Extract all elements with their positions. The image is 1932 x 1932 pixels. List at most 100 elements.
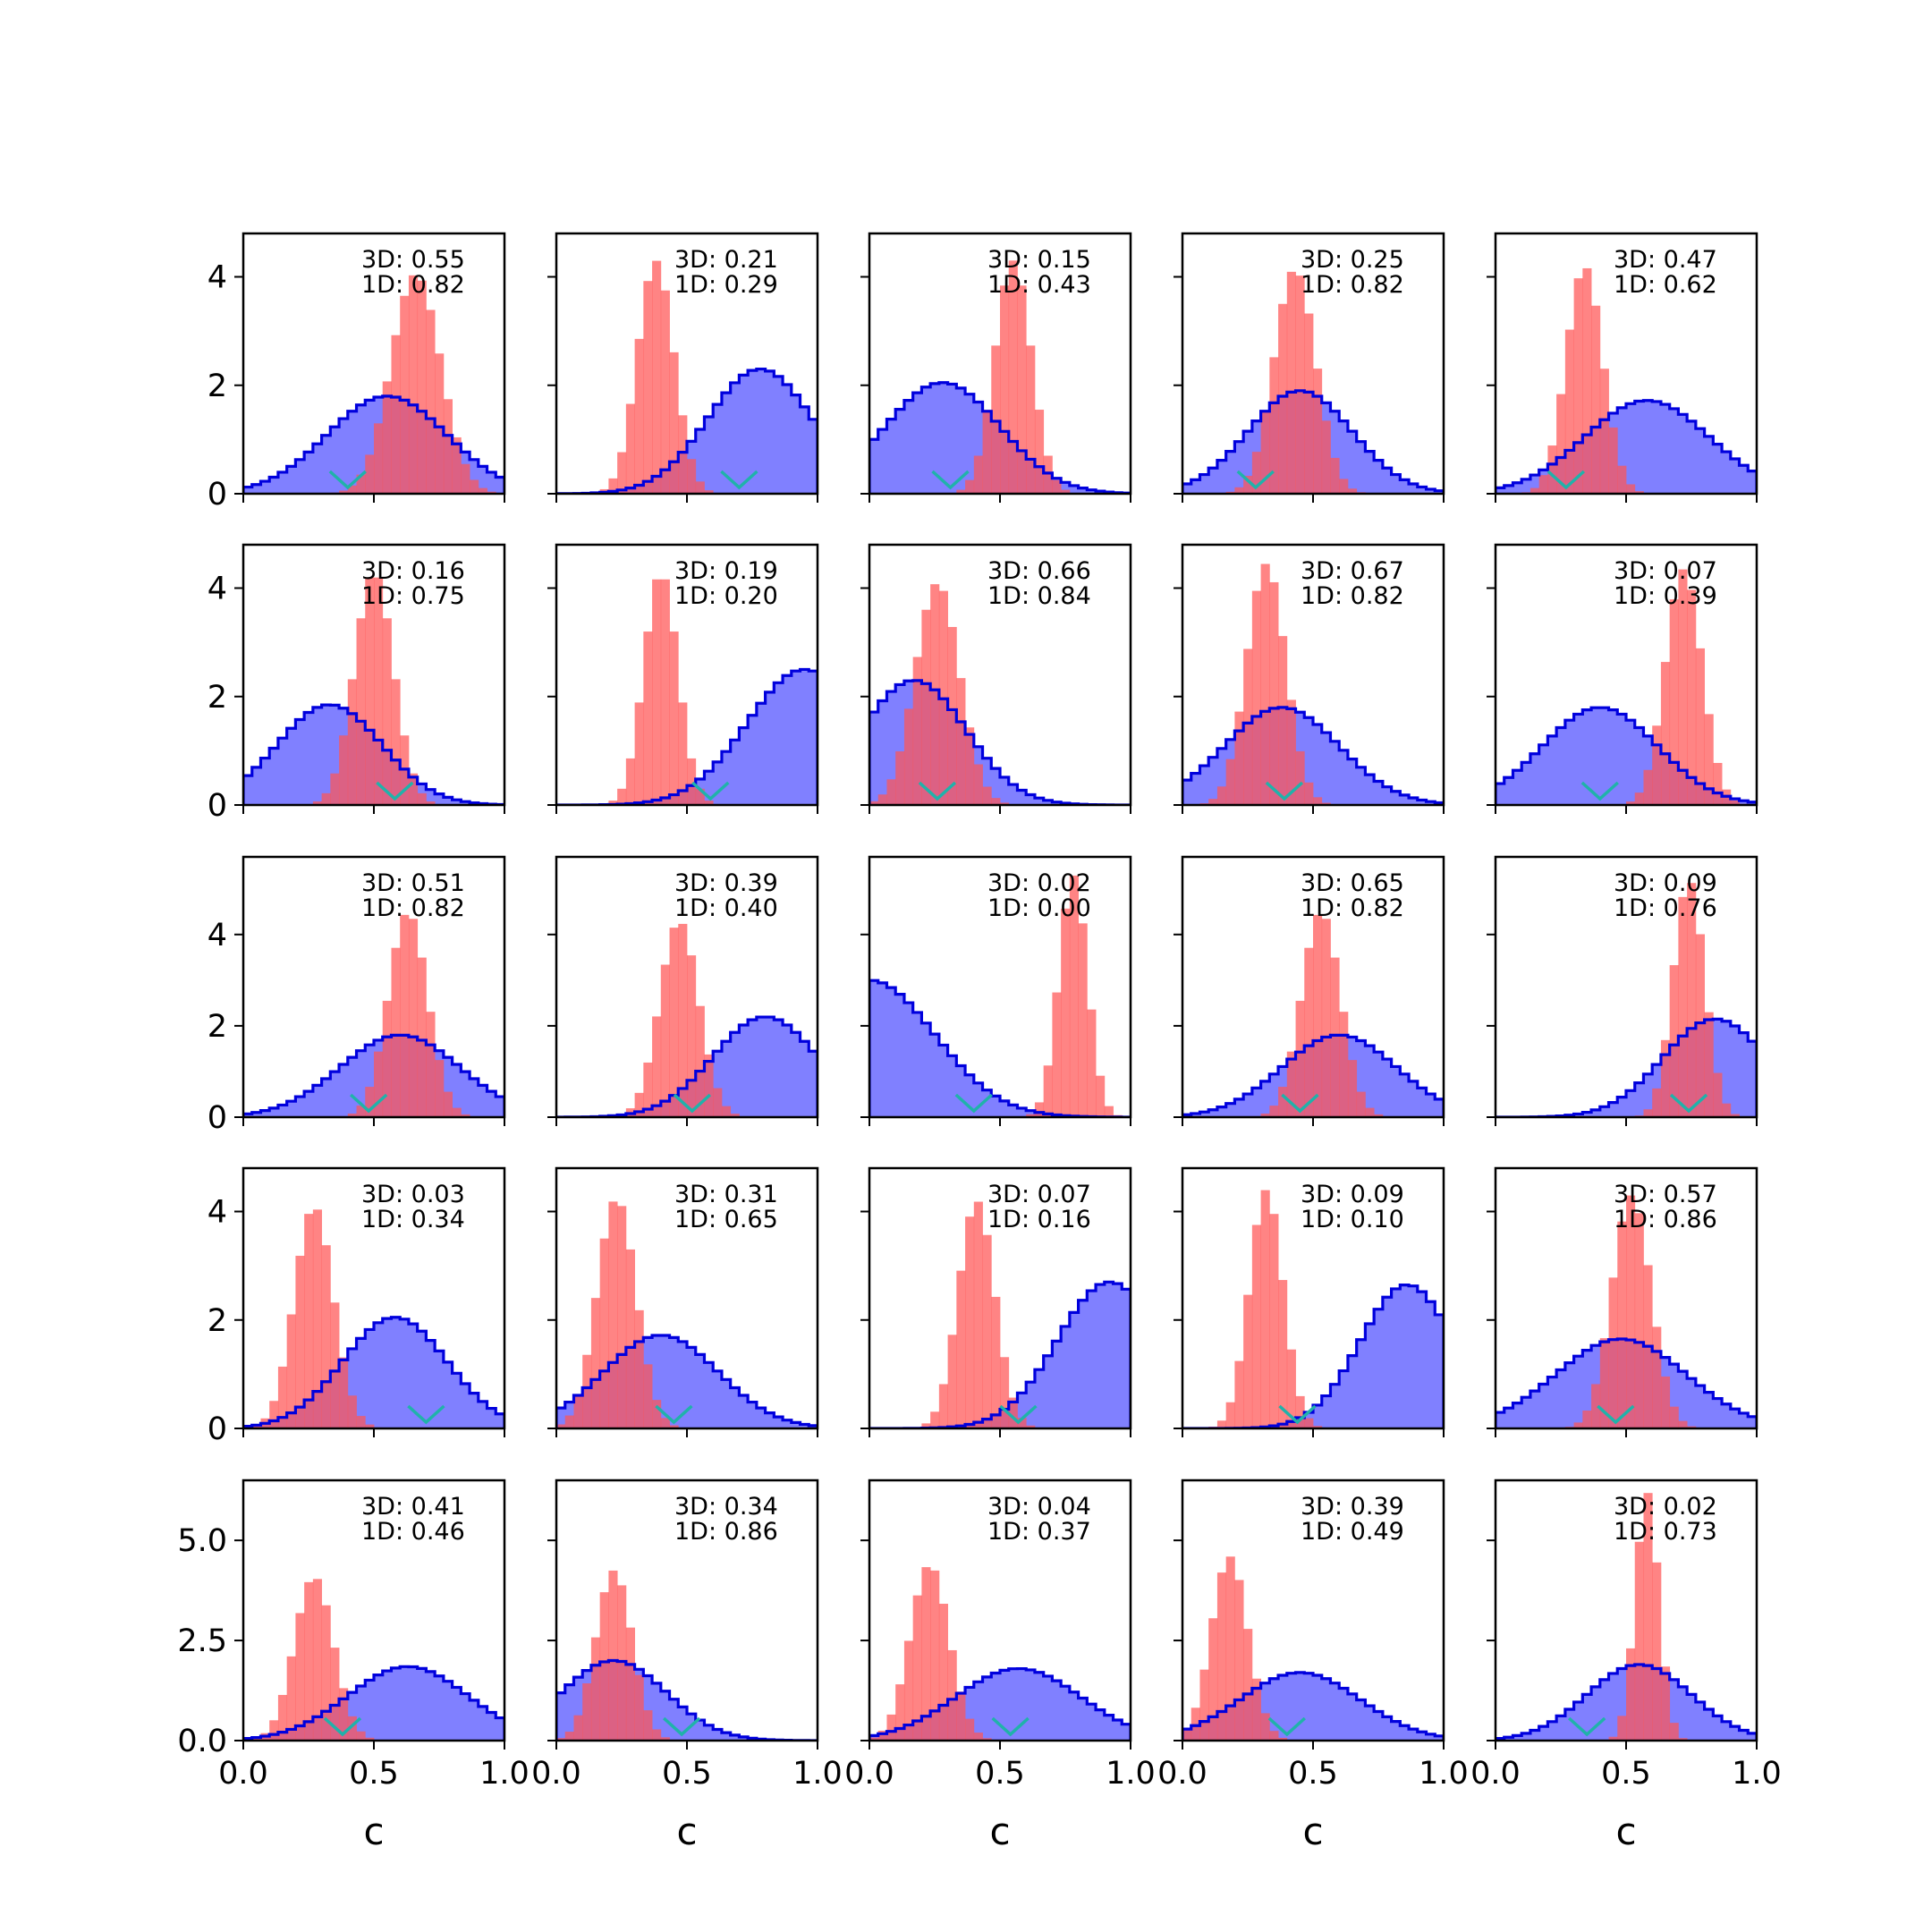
x-tick-label: 0.0 [531, 1756, 581, 1792]
wide-bar [730, 740, 740, 805]
narrow-bar [426, 1012, 436, 1117]
wide-bar [339, 1064, 349, 1117]
wide-bar [1739, 1730, 1749, 1741]
wide-bar [991, 1096, 1001, 1117]
wide-bar [478, 1401, 487, 1428]
wide-bar [1208, 1109, 1218, 1117]
wide-bar [678, 1707, 688, 1741]
score-3d-label: 3D: 0.07 [1614, 557, 1717, 585]
narrow-bar [1730, 1114, 1740, 1117]
wide-bar [713, 1729, 723, 1741]
wide-bar [556, 1408, 566, 1428]
wide-bar [243, 487, 253, 494]
wide-bar [774, 1020, 784, 1117]
wide-bar [1521, 1397, 1531, 1428]
narrow-bar [617, 1585, 627, 1741]
wide-bar [556, 1692, 566, 1741]
score-3d-label: 3D: 0.07 [987, 1181, 1091, 1208]
score-3d-label: 3D: 0.25 [1301, 246, 1404, 274]
wide-bar [1356, 441, 1366, 494]
score-3d-label: 3D: 0.02 [1614, 1493, 1717, 1521]
wide-bar [1722, 452, 1732, 494]
wide-bar [1313, 1404, 1323, 1428]
wide-histogram-outline [243, 703, 504, 805]
narrow-bar [1017, 1418, 1027, 1428]
wide-bar [1400, 1284, 1410, 1428]
wide-bar [730, 382, 740, 494]
wide-bar [669, 1337, 679, 1428]
narrow-bar [704, 1054, 714, 1117]
narrow-bar [660, 579, 670, 805]
wide-bar [704, 1724, 714, 1741]
narrow-bar [1365, 1107, 1375, 1117]
narrow-histogram [243, 1209, 384, 1428]
wide-bar [478, 1706, 487, 1741]
wide-bar [339, 419, 349, 494]
wide-bar [330, 1072, 340, 1117]
true-value-marker [1265, 781, 1304, 801]
wide-bar [1061, 482, 1071, 494]
wide-bar [277, 1105, 288, 1117]
wide-bar [1000, 1670, 1010, 1741]
wide-bar [1078, 1300, 1088, 1428]
wide-bar [1530, 1391, 1540, 1428]
plot-area [869, 1201, 1131, 1428]
wide-bar [243, 1114, 253, 1117]
narrow-bar [965, 479, 975, 494]
wide-bar [1748, 470, 1757, 494]
plot-area [869, 1567, 1131, 1741]
narrow-bar [1704, 1012, 1714, 1117]
wide-bar [1573, 1356, 1583, 1428]
wide-bar [1347, 1693, 1358, 1741]
narrow-bar [1269, 1214, 1279, 1428]
narrow-bar [1269, 357, 1279, 494]
narrow-bar [886, 779, 896, 805]
wide-bar [1026, 1669, 1036, 1741]
wide-bar [1199, 766, 1209, 805]
wide-bar [1008, 1105, 1018, 1117]
wide-bar [1026, 1382, 1036, 1428]
narrow-bar [634, 338, 644, 494]
narrow-bar [991, 345, 1001, 494]
x-tick-label: 0.5 [1288, 1756, 1338, 1792]
narrow-bar [391, 947, 401, 1117]
wide-histogram [243, 1666, 504, 1741]
plot-area [556, 260, 818, 494]
wide-histogram-outline [1182, 1033, 1444, 1117]
wide-bar [251, 767, 261, 805]
wide-bar [1504, 485, 1513, 494]
narrow-bar [713, 1088, 723, 1117]
narrow-bar [956, 1270, 966, 1428]
wide-bar [443, 1681, 453, 1741]
x-tick-label: 1.0 [1419, 1756, 1469, 1792]
wide-bar [1061, 1686, 1071, 1741]
wide-bar [1547, 1377, 1557, 1428]
narrow-bar [417, 792, 427, 805]
narrow-bar [356, 474, 366, 494]
wide-bar [1017, 1393, 1027, 1428]
wide-bar [1426, 801, 1436, 805]
narrow-bar [652, 579, 662, 805]
wide-bar [1409, 1080, 1419, 1117]
narrow-bar [1643, 1493, 1653, 1741]
narrow-bar [634, 1092, 644, 1117]
narrow-bar [1330, 957, 1340, 1117]
narrow-bar [669, 928, 679, 1117]
narrow-bar [356, 1731, 366, 1741]
wide-bar [1547, 735, 1557, 805]
wide-bar [1191, 773, 1200, 805]
narrow-bar [1304, 313, 1314, 494]
wide-bar [1356, 767, 1366, 805]
narrow-bar [965, 727, 975, 805]
wide-bar [1599, 1679, 1609, 1741]
narrow-bar [1199, 1669, 1209, 1741]
plot-area [869, 875, 1131, 1117]
narrow-bar [1243, 1294, 1253, 1428]
wide-bar [1182, 780, 1192, 805]
score-1d-label: 1D: 0.84 [987, 582, 1091, 610]
wide-bar [304, 452, 314, 494]
narrow-histogram [1608, 1493, 1688, 1741]
wide-histogram-outline [1496, 706, 1757, 805]
